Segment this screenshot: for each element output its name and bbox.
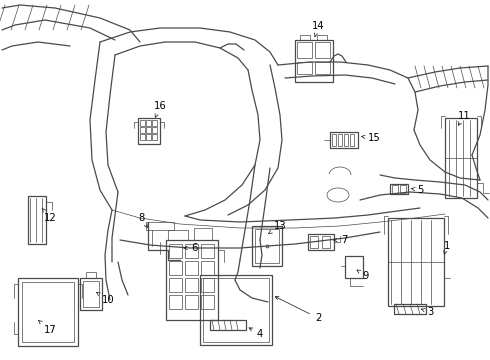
Bar [194,228,212,240]
Text: 5: 5 [411,185,423,195]
Bar [200,275,272,345]
Bar [315,62,330,74]
Bar [332,134,336,146]
Bar [400,185,406,193]
Bar [152,127,157,133]
Bar [390,184,408,194]
Bar [146,222,174,230]
Text: 4: 4 [249,328,263,339]
Bar [315,42,330,58]
Bar [308,234,334,250]
Bar [168,230,188,240]
Bar [83,281,99,307]
Bar [295,40,333,82]
Bar [140,134,145,140]
Bar [152,134,157,140]
Text: 11: 11 [458,111,470,125]
Bar [310,236,318,248]
Bar [28,196,46,244]
Bar [394,304,426,314]
Text: 16: 16 [154,101,167,117]
Text: 13: 13 [269,221,286,234]
Text: 15: 15 [362,133,380,143]
Bar [388,218,444,306]
Bar [203,278,269,342]
Bar [330,132,358,148]
Bar [146,134,151,140]
Bar [152,120,157,126]
Text: 1: 1 [444,241,450,254]
Bar [392,185,398,193]
Bar [185,244,198,258]
Bar [146,120,151,126]
Bar [146,127,151,133]
Bar [350,134,354,146]
Bar [201,278,214,292]
Bar [210,320,246,330]
Bar [185,295,198,309]
Text: 8: 8 [138,213,147,227]
Text: 3: 3 [421,307,433,317]
Bar [297,62,312,74]
Text: 10: 10 [97,292,114,305]
Bar [169,278,182,292]
Bar [445,118,477,198]
Bar [140,127,145,133]
Bar [345,256,363,278]
Bar [201,295,214,309]
Text: 14: 14 [312,21,324,37]
Bar [201,244,214,258]
Bar [185,261,198,275]
Bar [185,278,198,292]
Bar [22,282,74,342]
Bar [80,278,102,310]
Text: 7: 7 [334,235,347,245]
Bar [138,118,160,144]
Bar [338,134,342,146]
Bar [252,226,282,266]
Bar [322,236,330,248]
Text: 2: 2 [275,297,321,323]
Text: 12: 12 [42,208,56,223]
Text: 6: 6 [184,243,197,253]
Bar [140,120,145,126]
Bar [18,278,78,346]
Bar [201,261,214,275]
Bar [255,229,279,263]
Bar [166,240,218,320]
Bar [297,42,312,58]
Bar [169,295,182,309]
Bar [169,244,182,258]
Text: 17: 17 [39,320,56,335]
Bar [344,134,348,146]
Bar [169,261,182,275]
Text: 9: 9 [357,270,369,281]
